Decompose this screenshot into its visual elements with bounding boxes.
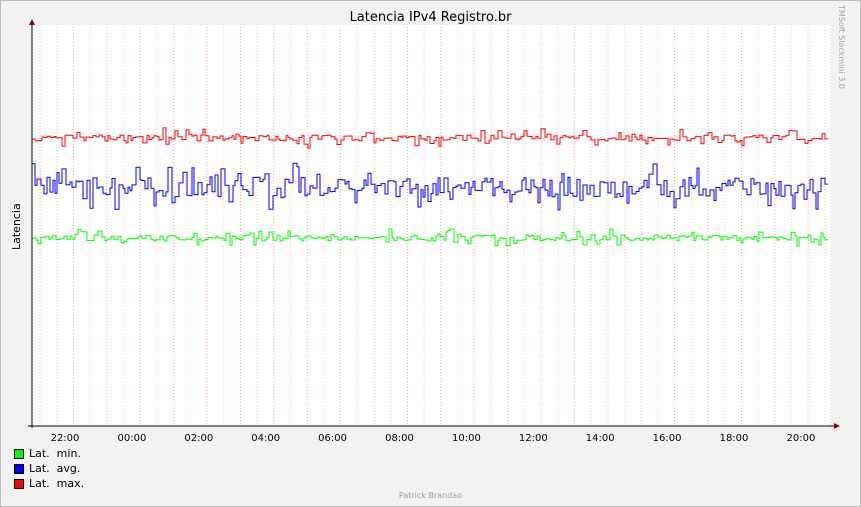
legend-swatch-min xyxy=(14,449,24,459)
legend: Lat. min. Lat. avg. Lat. max. xyxy=(14,447,84,492)
series-layer xyxy=(31,127,828,247)
x-tick-labels: 22:00 00:00 02:00 04:00 06:00 08:00 10:00 12:00… xyxy=(51,433,816,444)
x-tick-label: 06:00 xyxy=(318,433,347,444)
x-tick-label: 16:00 xyxy=(653,433,682,444)
legend-item-max: Lat. max. xyxy=(14,477,84,491)
x-tick-label: 20:00 xyxy=(786,433,815,444)
chart-title: Latencia IPv4 Registro.br xyxy=(349,10,512,25)
grid-lines xyxy=(39,27,826,425)
x-tick-label: 18:00 xyxy=(720,433,749,444)
legend-item-avg: Lat. avg. xyxy=(14,462,84,476)
x-tick-label: 04:00 xyxy=(251,433,280,444)
x-axis-arrow xyxy=(834,423,840,429)
footer-credit: Patrick Brandao xyxy=(398,491,463,500)
x-tick-label: 22:00 xyxy=(51,433,80,444)
x-tick-label: 08:00 xyxy=(385,433,414,444)
x-tick-label: 02:00 xyxy=(184,433,213,444)
y-axis-arrow xyxy=(29,19,35,25)
legend-label-min: Lat. min. xyxy=(29,447,81,460)
legend-swatch-avg xyxy=(14,464,24,474)
legend-swatch-max xyxy=(14,479,24,489)
x-tick-label: 00:00 xyxy=(117,433,146,444)
series-line-2 xyxy=(31,127,828,149)
x-tick-label: 14:00 xyxy=(586,433,615,444)
axes xyxy=(28,19,840,429)
plot-area xyxy=(32,25,830,426)
x-tick-label: 10:00 xyxy=(452,433,481,444)
x-tick-label: 12:00 xyxy=(519,433,548,444)
legend-label-avg: Lat. avg. xyxy=(29,462,81,475)
series-line-0 xyxy=(32,228,828,247)
legend-label-max: Lat. max. xyxy=(29,477,85,490)
series-line-1 xyxy=(31,162,828,211)
legend-item-min: Lat. min. xyxy=(14,447,84,461)
